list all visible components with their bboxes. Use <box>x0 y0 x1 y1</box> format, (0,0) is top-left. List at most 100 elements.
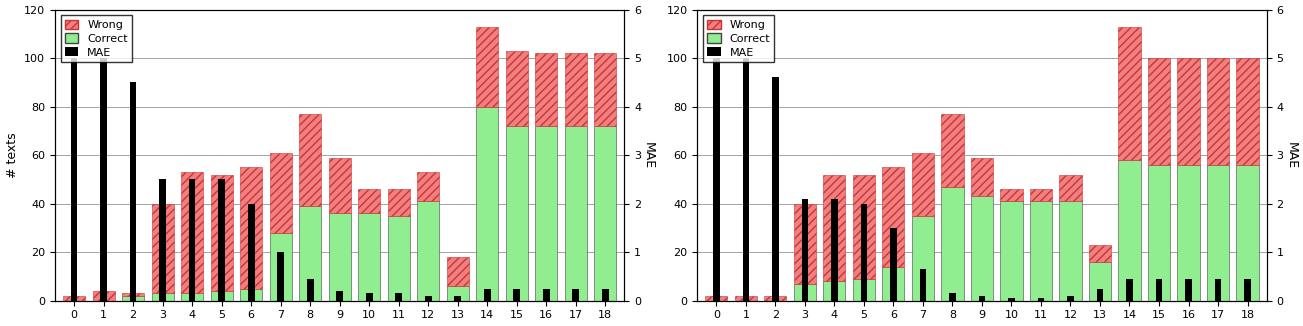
Bar <box>1059 174 1081 201</box>
Legend: Wrong, Correct, MAE: Wrong, Correct, MAE <box>60 15 132 62</box>
Bar <box>513 289 520 301</box>
Bar <box>181 172 203 293</box>
Bar <box>1009 298 1015 301</box>
Bar <box>1178 58 1200 165</box>
Bar <box>358 189 380 214</box>
Bar <box>912 153 934 216</box>
Bar <box>971 196 993 301</box>
Bar <box>151 293 173 301</box>
Bar <box>447 257 469 286</box>
Bar <box>1067 296 1074 301</box>
Bar <box>1186 279 1192 301</box>
Bar <box>882 167 904 267</box>
Bar <box>447 286 469 301</box>
Bar <box>801 199 808 301</box>
Bar <box>564 126 586 301</box>
Bar <box>890 228 896 301</box>
Bar <box>1001 189 1023 201</box>
Bar <box>483 289 491 301</box>
Bar <box>1089 245 1111 262</box>
Bar <box>823 174 846 281</box>
Bar <box>572 289 579 301</box>
Bar <box>941 187 963 301</box>
Bar <box>366 293 373 301</box>
Bar <box>1148 58 1170 165</box>
Y-axis label: MAE: MAE <box>642 141 655 169</box>
Bar <box>151 204 173 293</box>
Bar <box>211 291 233 301</box>
Bar <box>912 216 934 301</box>
Bar <box>882 267 904 301</box>
Bar <box>336 291 343 301</box>
Bar <box>860 204 868 301</box>
Bar <box>594 126 616 301</box>
Bar <box>594 53 616 126</box>
Bar <box>270 233 292 301</box>
Bar <box>1237 58 1259 165</box>
Bar <box>1126 279 1132 301</box>
Bar <box>122 296 145 301</box>
Bar <box>328 157 351 214</box>
Bar <box>1156 279 1162 301</box>
Bar <box>920 269 926 301</box>
Y-axis label: # texts: # texts <box>5 132 18 178</box>
Bar <box>773 78 779 301</box>
Bar <box>308 279 314 301</box>
Bar <box>278 252 284 301</box>
Bar <box>70 58 77 301</box>
Bar <box>564 53 586 126</box>
Bar <box>1178 165 1200 301</box>
Bar <box>602 289 609 301</box>
Bar <box>735 296 757 301</box>
Bar <box>971 157 993 196</box>
Bar <box>853 174 876 279</box>
Bar <box>1059 201 1081 301</box>
Bar <box>1118 160 1140 301</box>
Bar <box>506 126 528 301</box>
Bar <box>388 216 410 301</box>
Bar <box>705 296 727 301</box>
Bar <box>248 204 254 301</box>
Bar <box>476 107 498 301</box>
Bar <box>1118 26 1140 160</box>
Bar <box>240 289 262 301</box>
Bar <box>455 296 461 301</box>
Bar <box>506 51 528 126</box>
Bar <box>1207 165 1229 301</box>
Bar <box>1148 165 1170 301</box>
Bar <box>853 279 876 301</box>
Bar <box>388 189 410 216</box>
Bar <box>536 126 558 301</box>
Bar <box>130 82 137 301</box>
Bar <box>219 179 225 301</box>
Bar <box>181 293 203 301</box>
Bar <box>949 293 956 301</box>
Bar <box>743 58 749 301</box>
Bar <box>1214 279 1221 301</box>
Bar <box>300 206 322 301</box>
Bar <box>1089 262 1111 301</box>
Bar <box>417 172 439 201</box>
Bar <box>122 293 145 296</box>
Bar <box>63 296 85 301</box>
Bar <box>417 201 439 301</box>
Bar <box>328 214 351 301</box>
Bar <box>100 58 107 301</box>
Bar <box>1244 279 1251 301</box>
Bar <box>1207 58 1229 165</box>
Bar <box>300 114 322 206</box>
Bar <box>159 179 165 301</box>
Bar <box>93 291 115 301</box>
Bar <box>395 293 403 301</box>
Bar <box>941 114 963 187</box>
Bar <box>979 296 985 301</box>
Bar <box>270 153 292 233</box>
Bar <box>189 179 195 301</box>
Bar <box>536 53 558 126</box>
Y-axis label: MAE: MAE <box>1285 141 1298 169</box>
Bar <box>358 214 380 301</box>
Bar <box>794 204 816 284</box>
Bar <box>543 289 550 301</box>
Bar <box>765 296 787 301</box>
Bar <box>823 281 846 301</box>
